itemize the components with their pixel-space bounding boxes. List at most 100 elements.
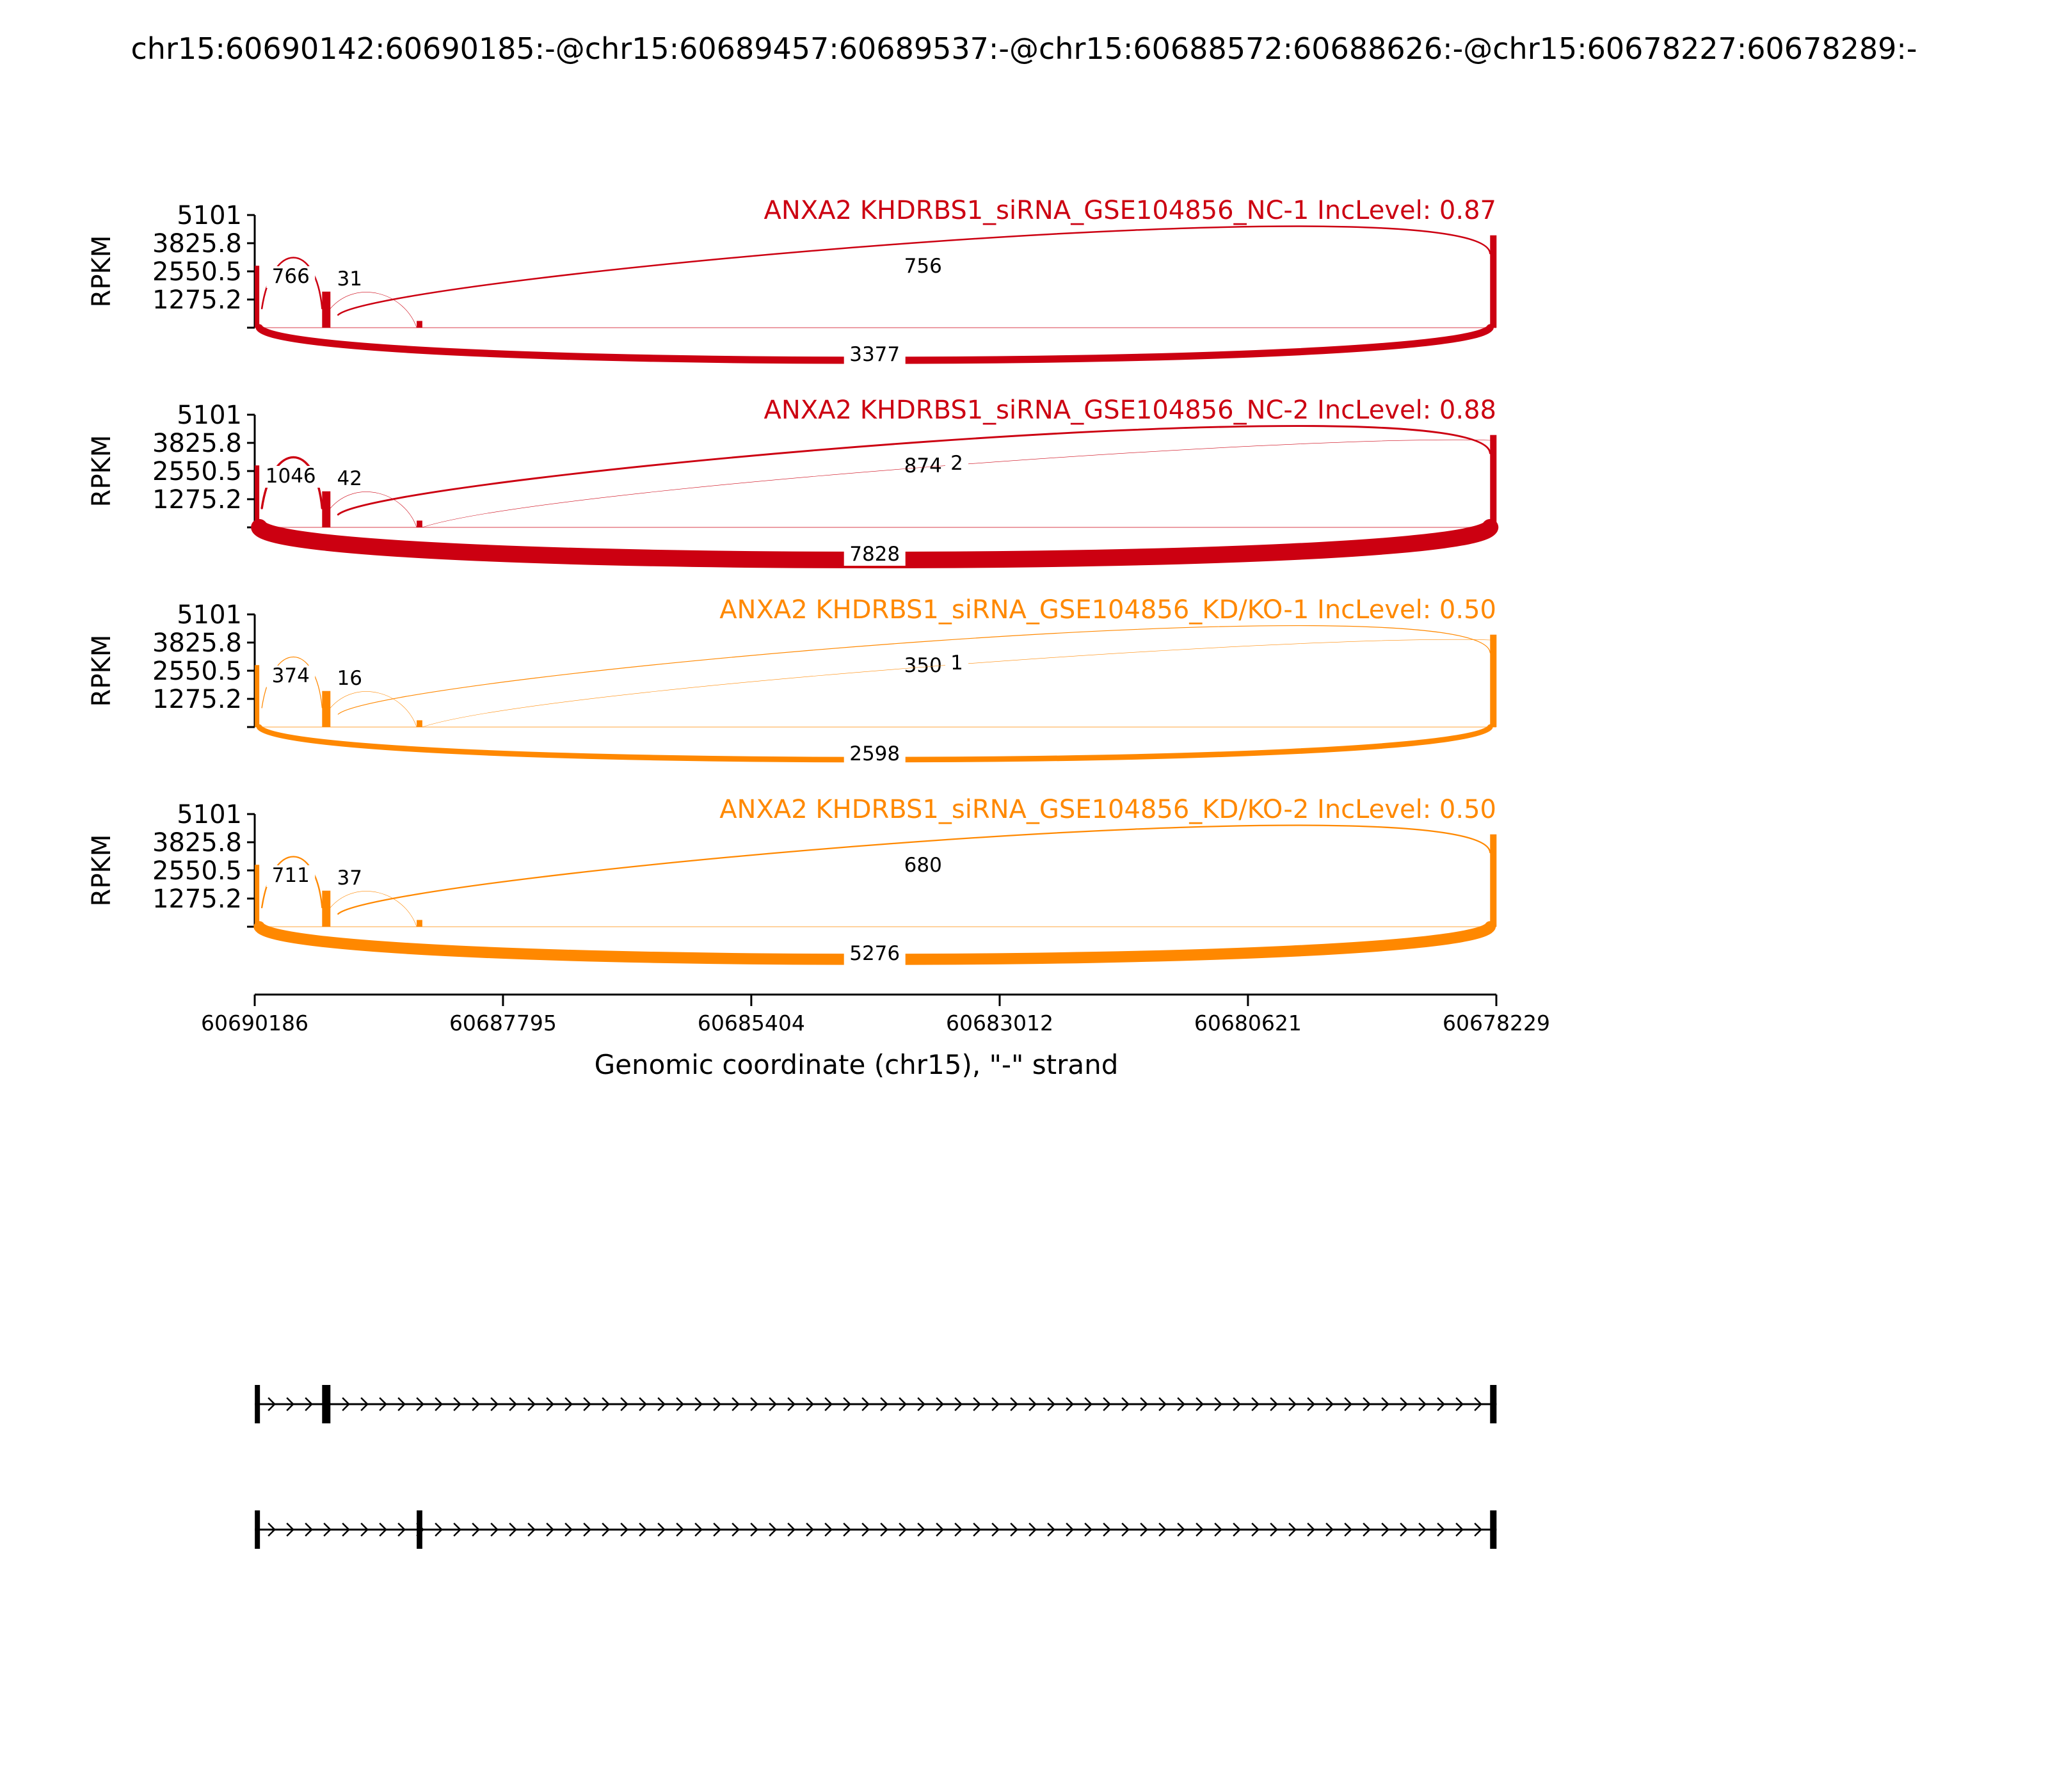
strand-arrow-icon xyxy=(397,1397,406,1411)
strand-arrow-icon xyxy=(843,1523,851,1537)
x-tick-label: 60690186 xyxy=(201,1011,308,1036)
strand-arrow-icon xyxy=(824,1523,833,1537)
strand-arrow-icon xyxy=(806,1523,814,1537)
junction-label-bg xyxy=(844,344,906,366)
strand-arrow-icon xyxy=(1437,1523,1445,1537)
strand-arrow-icon xyxy=(1363,1523,1371,1537)
junction-label-bg xyxy=(899,855,948,877)
strand-arrow-icon xyxy=(1047,1397,1055,1411)
strand-arrow-icon xyxy=(490,1523,499,1537)
strand-arrow-icon xyxy=(472,1523,480,1537)
strand-arrow-icon xyxy=(1121,1397,1130,1411)
coverage-peak xyxy=(417,520,422,527)
strand-arrow-icon xyxy=(973,1523,981,1537)
junction-label-bg xyxy=(332,269,368,291)
strand-arrow-icon xyxy=(1214,1523,1222,1537)
coverage-peak xyxy=(417,321,422,328)
y-tick-label: 2550.5 xyxy=(152,657,242,686)
junction-label: 711 xyxy=(272,864,310,887)
strand-arrow-icon xyxy=(1400,1523,1408,1537)
x-tick-label: 60680621 xyxy=(1194,1011,1302,1036)
strand-arrow-icon xyxy=(824,1397,833,1411)
coverage-peak xyxy=(1490,235,1497,328)
strand-arrow-icon xyxy=(861,1523,870,1537)
strand-arrow-icon xyxy=(546,1523,554,1537)
strand-arrow-icon xyxy=(1288,1523,1297,1537)
y-axis-label: RPKM xyxy=(87,835,116,907)
y-axis-label: RPKM xyxy=(87,635,116,707)
sample-title: ANXA2 KHDRBS1_siRNA_GSE104856_KD/KO-2 In… xyxy=(719,795,1496,824)
coverage-peak xyxy=(322,691,331,727)
junction-label: 42 xyxy=(337,467,362,490)
junction-label-bg xyxy=(266,666,316,687)
strand-arrow-icon xyxy=(991,1397,1000,1411)
isoform-track xyxy=(255,1385,1497,1423)
strand-arrow-icon xyxy=(991,1523,1000,1537)
strand-arrow-icon xyxy=(639,1523,647,1537)
y-tick-label: 5101 xyxy=(177,600,242,630)
strand-arrow-icon xyxy=(416,1397,424,1411)
strand-arrow-icon xyxy=(509,1523,517,1537)
sample-title: ANXA2 KHDRBS1_siRNA_GSE104856_NC-2 IncLe… xyxy=(764,396,1496,425)
strand-arrow-icon xyxy=(899,1523,907,1537)
junction-label: 31 xyxy=(337,268,362,291)
strand-arrow-icon xyxy=(583,1523,591,1537)
isoform-tracks xyxy=(255,1385,1497,1549)
strand-arrow-icon xyxy=(1400,1397,1408,1411)
strand-arrow-icon xyxy=(1307,1523,1315,1537)
coverage-peak xyxy=(1490,634,1497,727)
strand-arrow-icon xyxy=(1270,1397,1278,1411)
junction-arc xyxy=(330,492,417,528)
strand-arrow-icon xyxy=(787,1397,796,1411)
junction-label: 37 xyxy=(337,867,362,890)
coverage-peak xyxy=(1490,834,1497,927)
y-axis-label: RPKM xyxy=(87,435,116,508)
y-tick-label: 1275.2 xyxy=(152,685,242,714)
junction-label: 5276 xyxy=(849,942,900,965)
y-tick-label: 3825.8 xyxy=(152,229,242,259)
strand-arrow-icon xyxy=(1010,1523,1018,1537)
strand-arrow-icon xyxy=(694,1523,703,1537)
strand-arrow-icon xyxy=(342,1397,350,1411)
strand-arrow-icon xyxy=(1233,1523,1241,1537)
strand-arrow-icon xyxy=(1344,1523,1352,1537)
junction-label-bg xyxy=(899,655,948,677)
strand-arrow-icon xyxy=(1270,1523,1278,1537)
junction-label: 374 xyxy=(272,664,310,687)
strand-arrow-icon xyxy=(880,1397,888,1411)
strand-arrow-icon xyxy=(732,1397,740,1411)
strand-arrow-icon xyxy=(1325,1397,1334,1411)
strand-arrow-icon xyxy=(694,1397,703,1411)
strand-arrow-icon xyxy=(917,1523,925,1537)
strand-arrow-icon xyxy=(954,1397,963,1411)
junction-label-bg xyxy=(844,943,906,965)
strand-arrow-icon xyxy=(435,1397,443,1411)
strand-arrow-icon xyxy=(490,1397,499,1411)
junction-arc xyxy=(337,824,1491,915)
strand-arrow-icon xyxy=(620,1397,628,1411)
strand-arrow-icon xyxy=(1121,1523,1130,1537)
strand-arrow-icon xyxy=(360,1523,369,1537)
strand-arrow-icon xyxy=(1418,1523,1427,1537)
exon-block xyxy=(255,1510,260,1549)
strand-arrow-icon xyxy=(1158,1523,1167,1537)
strand-arrow-icon xyxy=(360,1397,369,1411)
strand-arrow-icon xyxy=(435,1523,443,1537)
strand-arrow-icon xyxy=(379,1397,387,1411)
strand-arrow-icon xyxy=(1418,1397,1427,1411)
strand-arrow-icon xyxy=(732,1523,740,1537)
strand-arrow-icon xyxy=(1140,1397,1148,1411)
strand-arrow-icon xyxy=(1381,1523,1389,1537)
strand-arrow-icon xyxy=(713,1397,721,1411)
strand-arrow-icon xyxy=(1474,1523,1482,1537)
x-tick-label: 60683012 xyxy=(946,1011,1053,1036)
y-tick-label: 5101 xyxy=(177,201,242,230)
junction-label: 756 xyxy=(904,255,942,278)
junction-label: 16 xyxy=(337,667,362,690)
strand-arrow-icon xyxy=(342,1523,350,1537)
coverage-peak xyxy=(417,920,422,927)
strand-arrow-icon xyxy=(750,1523,758,1537)
junction-label-bg xyxy=(332,868,368,890)
strand-arrow-icon xyxy=(1177,1523,1185,1537)
